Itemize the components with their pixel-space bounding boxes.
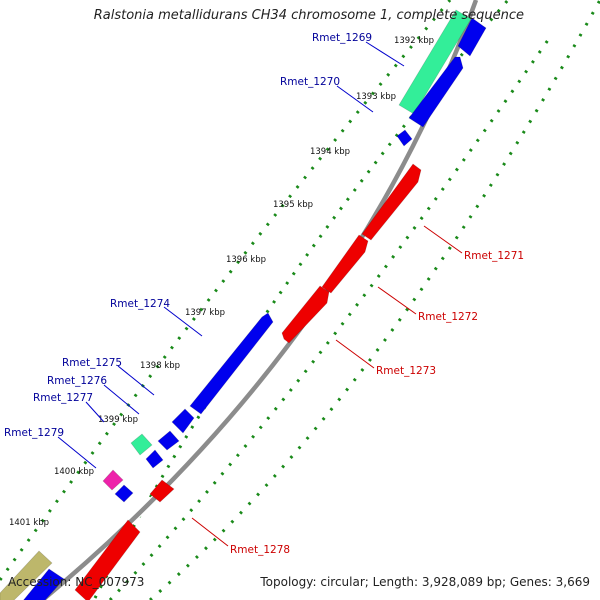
leader-line: [163, 306, 203, 337]
feature-rmet-1277: [145, 449, 164, 469]
leader-line: [85, 401, 105, 423]
leader-line: [57, 436, 97, 469]
feature-label: Rmet_1272: [418, 311, 478, 323]
feature-label: Rmet_1270: [280, 76, 340, 88]
feature-blue-bottom: [23, 568, 65, 600]
feature-labels: Rmet_1269 Rmet_1270 Rmet_1271 Rmet_1272 Rmet…: [4, 32, 524, 556]
ruler-tick-label: 1396 kbp: [226, 255, 266, 265]
leader-line: [377, 286, 417, 315]
leader-line: [191, 517, 229, 547]
feature-khaki-bottom: [0, 550, 53, 600]
feature-label: Rmet_1279: [4, 427, 64, 439]
feature-red-bottom: [74, 519, 141, 600]
ruler-tick-label: 1400 kbp: [54, 467, 94, 477]
feature-rmet-1279: [114, 484, 134, 503]
leader-line: [335, 339, 375, 369]
ruler-tick-label: 1401 kbp: [9, 518, 49, 528]
feature-rmet-1272: [321, 234, 369, 294]
features: [0, 9, 487, 600]
feature-label: Rmet_1278: [230, 544, 290, 556]
feature-rmet-1269: [398, 9, 472, 115]
feature-rmet-1279-magenta: [102, 469, 124, 491]
ruler-tick-label: 1399 kbp: [98, 415, 138, 425]
ruler-tick-label: 1395 kbp: [273, 200, 313, 210]
feature-rmet-1278: [149, 479, 175, 503]
leader-line: [336, 85, 374, 113]
ruler-tick-label: 1397 kbp: [185, 308, 225, 318]
feature-rmet-1271: [361, 163, 422, 241]
accession-text: Accession: NC_007973: [8, 575, 145, 589]
ruler-tick-label: 1392 kbp: [394, 36, 434, 46]
feature-rmet-1276: [157, 430, 180, 451]
feature-label: Rmet_1271: [464, 250, 524, 262]
feature-label: Rmet_1269: [312, 32, 372, 44]
feature-rmet-1270-b: [396, 129, 413, 147]
leader-line: [117, 365, 155, 396]
feature-rmet-1273: [281, 285, 330, 344]
genome-summary-text: Topology: circular; Length: 3,928,089 bp…: [260, 575, 590, 589]
feature-rmet-1269-b: [457, 17, 487, 57]
feature-label: Rmet_1275: [62, 357, 122, 369]
ruler-tick-label: 1393 kbp: [356, 92, 396, 102]
ruler-tick-label: 1394 kbp: [310, 147, 350, 157]
feature-rmet-1275: [171, 408, 195, 434]
feature-label: Rmet_1273: [376, 365, 436, 377]
leader-line: [365, 41, 405, 67]
feature-label: Rmet_1276: [47, 375, 107, 387]
tick-dots-outer-right: [149, 0, 600, 600]
feature-rmet-1274: [189, 312, 274, 415]
leader-line: [423, 225, 463, 254]
map-title: Ralstonia metallidurans CH34 chromosome …: [93, 8, 524, 23]
feature-label: Rmet_1277: [33, 392, 93, 404]
ruler: 1392 kbp 1393 kbp 1394 kbp 1395 kbp 1396 kbp…: [9, 36, 434, 528]
tick-dots-inner-right: [108, 39, 550, 600]
leader-line: [103, 384, 140, 415]
feature-rmet-1270: [408, 56, 464, 128]
feature-label: Rmet_1274: [110, 298, 170, 310]
ruler-tick-label: 1398 kbp: [140, 361, 180, 371]
feature-rmet-1277-green: [130, 433, 153, 456]
